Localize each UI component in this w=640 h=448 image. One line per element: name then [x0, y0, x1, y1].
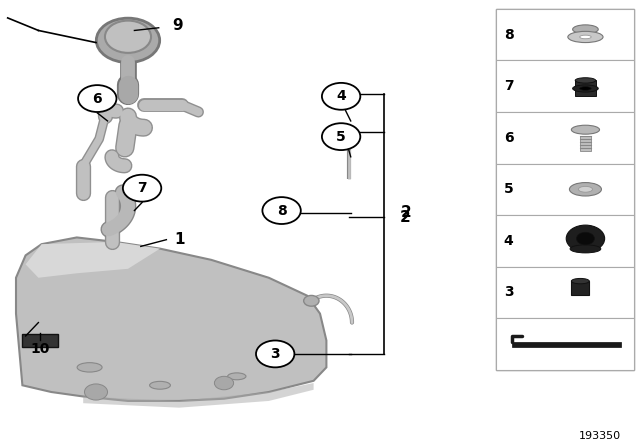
- Text: 8: 8: [276, 203, 287, 218]
- Text: 2: 2: [400, 210, 411, 225]
- Text: 9: 9: [173, 18, 183, 34]
- Circle shape: [303, 295, 319, 306]
- Text: 7: 7: [137, 181, 147, 195]
- Circle shape: [123, 175, 161, 202]
- Ellipse shape: [580, 87, 591, 90]
- Bar: [496, 60, 634, 112]
- Text: 10: 10: [31, 342, 50, 357]
- Text: 1: 1: [174, 232, 184, 247]
- Text: 5: 5: [336, 129, 346, 144]
- Bar: [496, 318, 634, 370]
- Bar: [496, 112, 634, 164]
- Bar: [496, 215, 634, 267]
- Circle shape: [96, 18, 160, 62]
- Ellipse shape: [570, 182, 602, 196]
- Text: 6: 6: [504, 131, 513, 145]
- Polygon shape: [26, 242, 160, 278]
- Bar: [496, 9, 634, 370]
- Text: 4: 4: [336, 89, 346, 103]
- Bar: [496, 267, 634, 318]
- Ellipse shape: [579, 186, 593, 192]
- Ellipse shape: [572, 125, 600, 134]
- Text: 193350: 193350: [579, 431, 621, 441]
- Text: 3: 3: [504, 285, 513, 299]
- Polygon shape: [83, 383, 314, 408]
- Text: 4: 4: [504, 234, 513, 248]
- Circle shape: [78, 85, 116, 112]
- Circle shape: [566, 225, 605, 252]
- Circle shape: [577, 232, 595, 245]
- Bar: [575, 80, 596, 96]
- Text: 2: 2: [401, 205, 412, 220]
- Text: 6: 6: [92, 91, 102, 106]
- Bar: [496, 164, 634, 215]
- Text: 5: 5: [504, 182, 513, 196]
- Ellipse shape: [77, 363, 102, 372]
- Circle shape: [322, 83, 360, 110]
- Circle shape: [322, 123, 360, 150]
- Text: 8: 8: [504, 28, 513, 42]
- Text: 7: 7: [504, 79, 513, 93]
- Bar: [496, 9, 634, 60]
- Circle shape: [105, 21, 151, 53]
- Ellipse shape: [570, 245, 601, 253]
- Bar: [22, 334, 58, 347]
- Circle shape: [262, 197, 301, 224]
- Bar: [580, 135, 591, 151]
- Ellipse shape: [580, 35, 591, 39]
- Ellipse shape: [575, 78, 596, 83]
- Ellipse shape: [568, 31, 603, 43]
- Polygon shape: [16, 237, 326, 401]
- Ellipse shape: [573, 25, 598, 34]
- Circle shape: [84, 384, 108, 400]
- Text: 3: 3: [270, 347, 280, 361]
- Circle shape: [214, 376, 234, 390]
- Ellipse shape: [228, 373, 246, 380]
- Circle shape: [256, 340, 294, 367]
- Ellipse shape: [573, 85, 598, 92]
- Ellipse shape: [572, 279, 589, 284]
- Bar: [512, 342, 621, 347]
- Ellipse shape: [150, 381, 170, 389]
- Bar: [572, 281, 589, 295]
